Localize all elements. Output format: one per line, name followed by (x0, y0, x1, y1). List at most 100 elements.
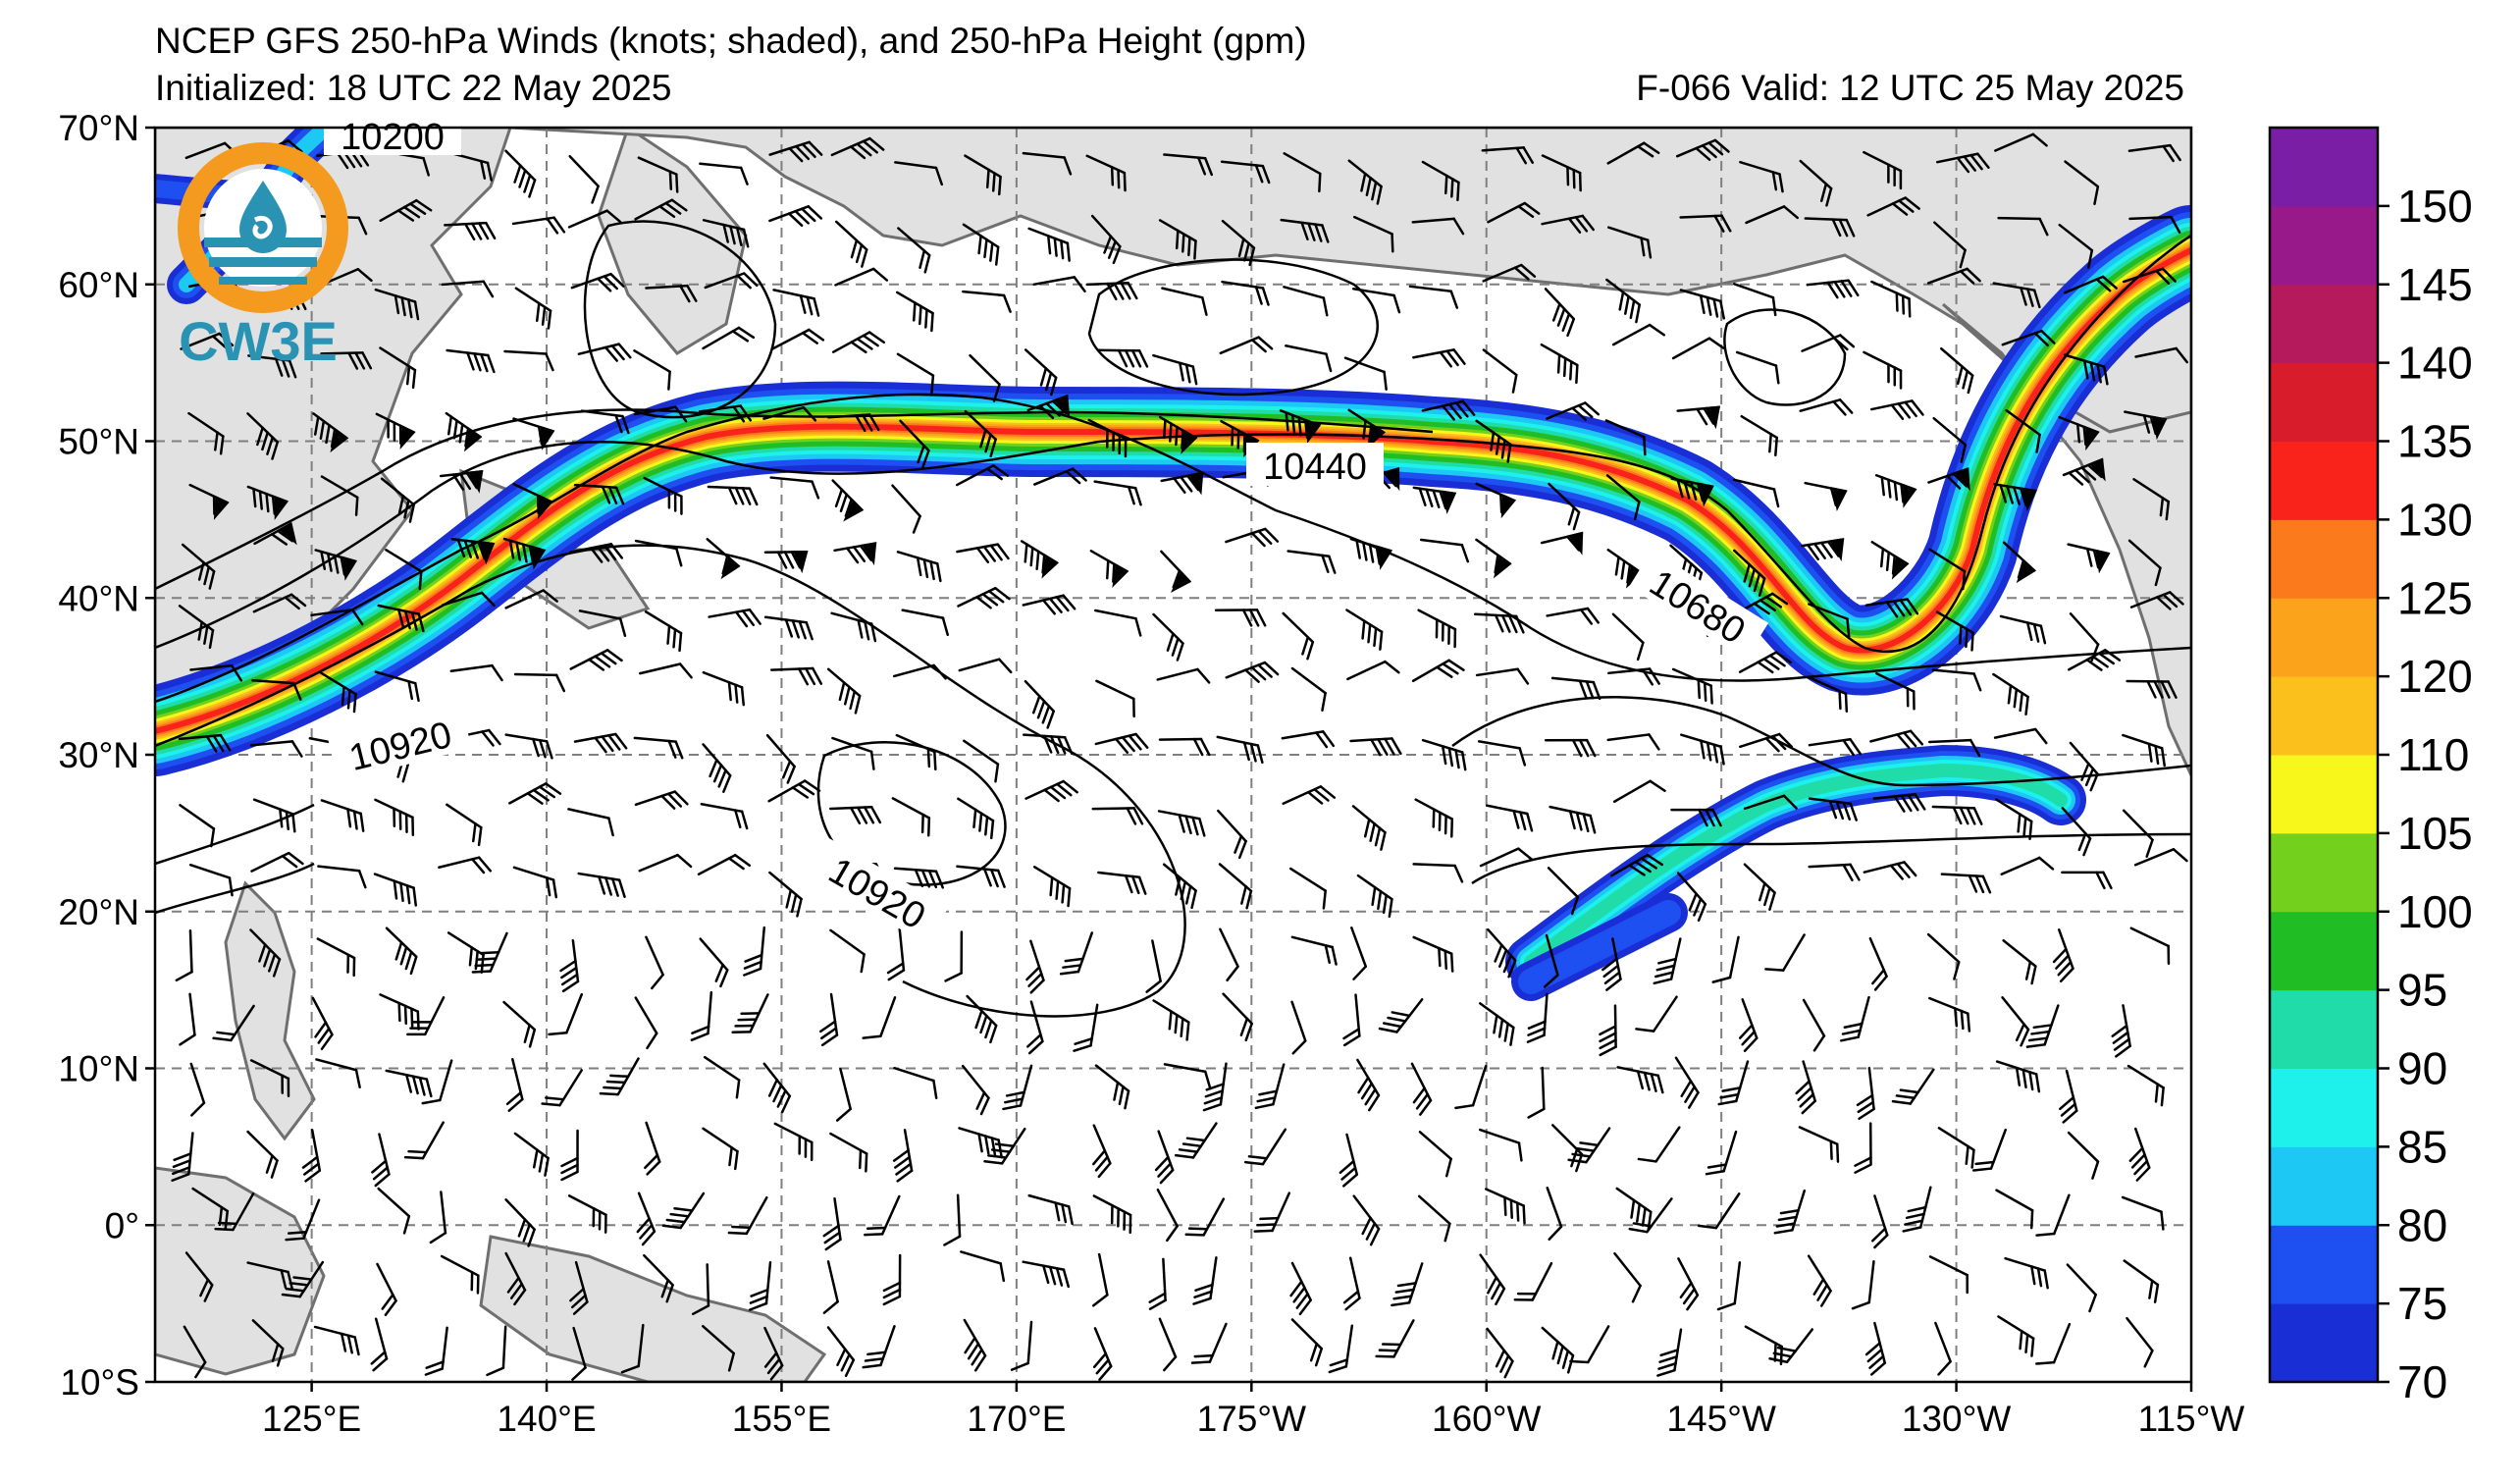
lat-tick-label: 60°N (58, 265, 139, 305)
barb-feather (719, 969, 729, 988)
barb-feather (1688, 892, 1698, 912)
wind-barb (1156, 1188, 1179, 1243)
barb-feather (2026, 288, 2034, 307)
wind-barb (1410, 1062, 1433, 1116)
wind-barb (180, 332, 235, 350)
barb-flag (278, 521, 297, 546)
wind-barb (830, 136, 885, 160)
barb-feather (1163, 418, 1167, 440)
barb-feather (1180, 475, 1193, 493)
barb-feather (1706, 741, 1712, 762)
barb-feather (1711, 976, 1732, 983)
barb-feather (268, 953, 277, 973)
barb-staff (1932, 416, 1968, 447)
barb-feather (852, 546, 866, 563)
barb-staff (440, 1191, 447, 1235)
wind-barb (1872, 793, 1926, 813)
barb-feather (665, 1218, 686, 1224)
barb-feather (1628, 864, 1646, 876)
wind-barb (249, 740, 303, 758)
barb-feather (2075, 423, 2081, 444)
wind-barb (503, 349, 554, 372)
barb-feather (411, 1075, 419, 1095)
barb-staff (320, 475, 359, 500)
wind-barb (441, 591, 496, 608)
barb-feather (1117, 348, 1129, 368)
barb-feather (1204, 1070, 1212, 1090)
barb-feather (1133, 486, 1142, 506)
barb-feather (614, 732, 628, 750)
barb-feather (1952, 806, 1963, 825)
wind-barb (1343, 356, 1388, 391)
wind-barb (580, 409, 630, 435)
barb-feather (487, 353, 496, 374)
barb-feather (1567, 505, 1576, 526)
barb-feather (2025, 1043, 2046, 1048)
barb-feather (1706, 295, 1712, 316)
barb-feather (1502, 954, 1512, 974)
barb-feather (772, 1084, 783, 1103)
contour-label: 10200 (324, 116, 461, 158)
barb-flag (540, 425, 555, 450)
wind-barb (1540, 343, 1579, 385)
wind-barb (1940, 873, 1992, 894)
wind-barb (315, 1058, 361, 1089)
barb-feather (412, 1021, 433, 1024)
barb-feather (588, 658, 605, 671)
wind-barb (1342, 993, 1361, 1047)
barb-staff (2134, 346, 2178, 358)
barb-feather (1193, 239, 1197, 260)
barb-feather (1166, 632, 1175, 652)
barb-feather (1826, 540, 1840, 557)
barb-staff (1219, 927, 1239, 968)
wind-barb (966, 994, 998, 1044)
barb-feather (473, 352, 482, 372)
land-philippines (224, 880, 316, 1141)
barb-feather (471, 970, 492, 974)
barb-staff (188, 863, 232, 879)
barb-feather (414, 681, 420, 703)
wind-barb (1356, 1058, 1381, 1112)
wind-barb (1152, 612, 1184, 662)
barb-feather (1764, 968, 1785, 972)
barb-feather (1570, 1147, 1579, 1168)
barb-feather (743, 967, 762, 977)
barb-staff (963, 739, 1000, 766)
jet-shading (155, 128, 2191, 1001)
colorbar-tick-label: 80 (2397, 1199, 2447, 1250)
barb-feather (1180, 880, 1187, 901)
barb-feather (1903, 861, 1917, 877)
barb-feather (2024, 960, 2032, 980)
barb-feather (1063, 156, 1073, 176)
wind-barb (1606, 141, 1660, 165)
barb-feather (224, 1209, 230, 1230)
barb-flag (862, 542, 877, 566)
barb-feather (1046, 710, 1056, 729)
colorbar-tick-label: 130 (2397, 494, 2473, 545)
barb-feather (1599, 1045, 1617, 1057)
barb-feather (864, 620, 870, 641)
barb-staff (645, 935, 664, 977)
barb-feather (1764, 737, 1780, 753)
wind-barb (1546, 401, 1601, 421)
wind-barb (1799, 398, 1854, 416)
barb-feather (2035, 433, 2041, 453)
wind-barb (645, 935, 664, 990)
barb-feather (2033, 727, 2048, 745)
barb-feather (1379, 630, 1384, 651)
wind-barb (1933, 221, 1967, 269)
wind-barb (1089, 550, 1129, 588)
barb-feather (2013, 486, 2021, 505)
wind-barb (957, 587, 1011, 609)
barb-feather (733, 854, 752, 867)
barb-feather (288, 851, 304, 866)
barb-feather (2057, 960, 2073, 977)
colorbar-tick-label: 95 (2397, 965, 2447, 1016)
lat-tick-label: 70°N (58, 108, 139, 148)
barb-feather (1106, 428, 1109, 449)
wind-barb (1349, 537, 1393, 570)
barb-feather (412, 886, 418, 907)
barb-feather (690, 1032, 709, 1041)
barb-feather (1578, 171, 1582, 192)
barb-feather (985, 467, 1003, 481)
